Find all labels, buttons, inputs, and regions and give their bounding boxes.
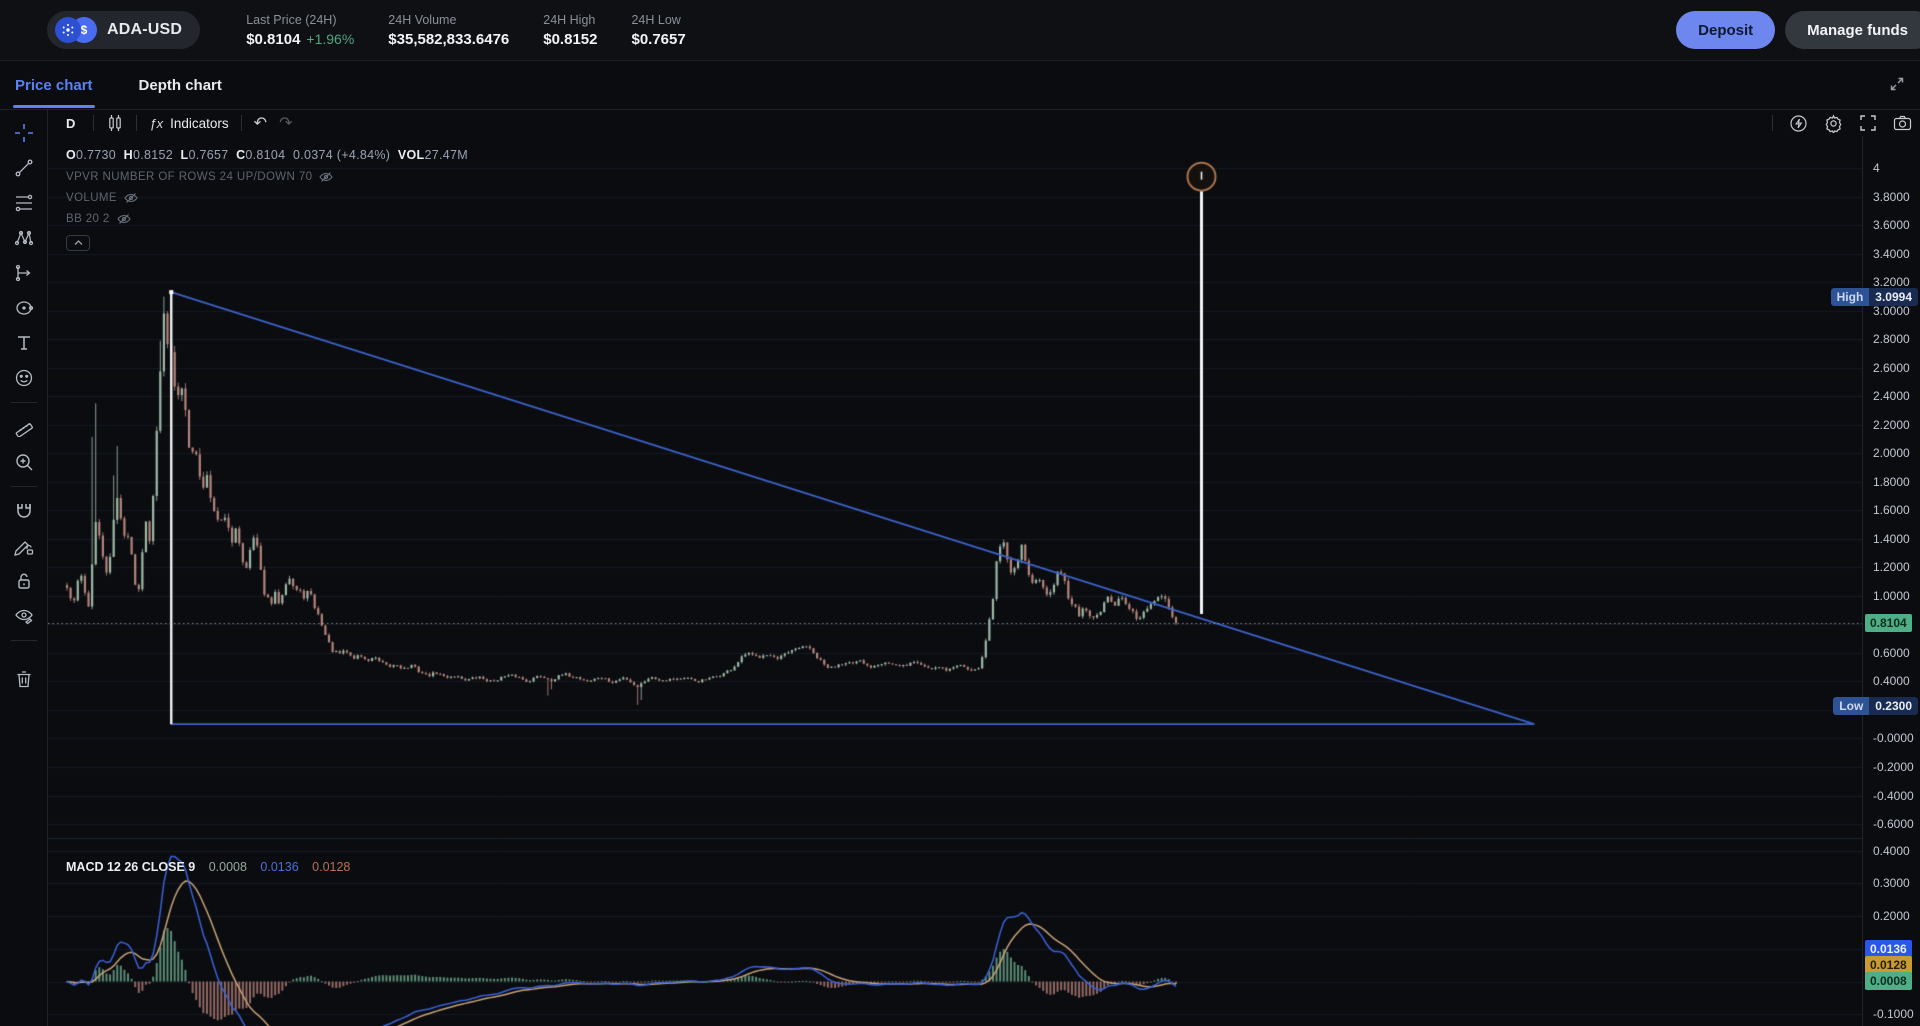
text-tool-icon[interactable] <box>9 330 39 356</box>
axis-tick-label: 1.2000 <box>1873 560 1910 575</box>
drawing-toolbar <box>0 110 48 1026</box>
snapshot-camera-icon[interactable] <box>1893 114 1912 133</box>
market-stats: Last Price (24H) $0.8104 +1.96% 24H Volum… <box>246 13 686 48</box>
toolbar-divider <box>10 640 37 641</box>
chart-shell: D ƒx Indicators ↶ ↷ <box>0 110 1920 1026</box>
app-header: $ ADA-USD Last Price (24H) $0.8104 +1.96%… <box>0 0 1920 61</box>
macd-signal-value: 0.0128 <box>312 860 351 874</box>
settings-gear-icon[interactable] <box>1824 113 1843 133</box>
stat-last-price: Last Price (24H) $0.8104 +1.96% <box>246 12 355 48</box>
high-badge: High 3.0994 <box>1830 287 1918 306</box>
axis-tick-label: 1.8000 <box>1873 474 1910 489</box>
axis-tick-label: 3.4000 <box>1873 246 1910 261</box>
chart-toolbar: D ƒx Indicators ↶ ↷ <box>48 110 1920 136</box>
axis-tick-label: 0.3000 <box>1873 876 1910 891</box>
axis-tick-label: -0.4000 <box>1873 788 1914 803</box>
timeframe-button[interactable]: D <box>66 115 76 131</box>
delete-drawings-icon[interactable] <box>9 666 39 692</box>
fullscreen-icon[interactable] <box>1859 114 1877 132</box>
price-axis[interactable]: High 3.0994 0.8104 Low 0.2300 0.0136 0.0… <box>1830 136 1920 1026</box>
plot-area: O0.7730 H0.8152 L0.7657 C0.8104 0.0374 (… <box>48 136 1920 1026</box>
vpvr-visibility-icon[interactable] <box>319 171 334 183</box>
expand-panel-icon[interactable] <box>1890 77 1904 91</box>
fib-retracement-tool-icon[interactable] <box>9 190 39 216</box>
axis-tick-label: 3.8000 <box>1873 189 1910 204</box>
macd-legend: MACD 12 26 CLOSE 9 0.0008 0.0136 0.0128 <box>66 860 351 874</box>
projection-tool-icon[interactable] <box>9 260 39 286</box>
crosshair-tool-icon[interactable] <box>9 120 39 146</box>
signal-value-badge: 0.0128 <box>1865 956 1912 975</box>
emoji-tool-icon[interactable] <box>9 365 39 391</box>
drawing-lock-tool-icon[interactable] <box>9 533 39 559</box>
vpvr-indicator-row: VPVR NUMBER OF ROWS 24 UP/DOWN 70 <box>66 171 468 183</box>
histogram-value-badge: 0.0008 <box>1865 972 1912 991</box>
indicators-button[interactable]: ƒx Indicators <box>149 115 229 131</box>
axis-tick-label: -0.6000 <box>1873 817 1914 832</box>
legend-collapse-button[interactable] <box>66 235 90 251</box>
unlock-tool-icon[interactable] <box>9 568 39 594</box>
low-badge: Low 0.2300 <box>1833 696 1918 715</box>
bb-visibility-icon[interactable] <box>117 213 131 225</box>
tab-depth-chart[interactable]: Depth chart <box>138 76 222 94</box>
last-price-badge: 0.8104 <box>1865 613 1912 632</box>
chart-style-icon[interactable] <box>106 114 124 132</box>
axis-tick-label: -0.1000 <box>1873 1007 1914 1022</box>
axis-tick-label: 2.6000 <box>1873 360 1910 375</box>
redo-button[interactable]: ↷ <box>279 115 293 132</box>
hide-drawings-tool-icon[interactable] <box>9 603 39 629</box>
axis-tick-label: 1.4000 <box>1873 531 1910 546</box>
chart-tabbar: Price chart Depth chart <box>0 61 1920 110</box>
xabcd-pattern-tool-icon[interactable] <box>9 225 39 251</box>
stat-low: 24H Low $0.7657 <box>631 12 686 48</box>
chart-main: D ƒx Indicators ↶ ↷ <box>48 110 1920 1026</box>
macd-hist-value: 0.0008 <box>208 860 247 874</box>
stat-volume: 24H Volume $35,582,833.6476 <box>388 12 510 48</box>
macd-value-badge: 0.0136 <box>1865 940 1912 959</box>
fx-icon: ƒx <box>149 115 164 131</box>
deposit-button[interactable]: Deposit <box>1676 11 1776 49</box>
pair-label: ADA-USD <box>107 21 183 38</box>
ohlc-legend: O0.7730 H0.8152 L0.7657 C0.8104 0.0374 (… <box>66 148 468 251</box>
axis-tick-label: 3.6000 <box>1873 218 1910 233</box>
axis-tick-label: 0.4000 <box>1873 674 1910 689</box>
tab-price-chart[interactable]: Price chart <box>13 63 95 108</box>
pair-selector[interactable]: $ ADA-USD <box>47 11 201 49</box>
toolbar-divider <box>10 402 37 403</box>
axis-tick-label: 1.0000 <box>1873 588 1910 603</box>
measure-tool-icon[interactable] <box>9 414 39 440</box>
axis-tick-label: 1.6000 <box>1873 503 1910 518</box>
price-change: +1.96% <box>306 30 355 47</box>
ohlc-row: O0.7730 H0.8152 L0.7657 C0.8104 0.0374 (… <box>66 148 468 162</box>
axis-tick-label: 2.8000 <box>1873 332 1910 347</box>
bb-indicator-row: BB 20 2 <box>66 213 468 225</box>
zoom-in-tool-icon[interactable] <box>9 449 39 475</box>
axis-tick-label: 0.6000 <box>1873 645 1910 660</box>
undo-button[interactable]: ↶ <box>253 115 268 132</box>
magnet-tool-icon[interactable] <box>9 498 39 524</box>
axis-tick-label: 2.0000 <box>1873 446 1910 461</box>
axis-tick-label: -0.2000 <box>1873 759 1914 774</box>
manage-funds-button[interactable]: Manage funds <box>1785 11 1920 49</box>
ellipse-tool-icon[interactable] <box>9 295 39 321</box>
macd-line-value: 0.0136 <box>260 860 299 874</box>
axis-tick-label: 3.2000 <box>1873 275 1910 290</box>
ada-coin-icon <box>55 17 81 43</box>
volume-visibility-icon[interactable] <box>124 192 138 204</box>
stat-high: 24H High $0.8152 <box>543 12 598 48</box>
change-value: 0.0374 (+4.84%) <box>293 148 391 162</box>
toolbar-divider <box>10 486 37 487</box>
volume-indicator-row: VOLUME <box>66 192 468 204</box>
price-macd-canvas[interactable] <box>48 136 1862 1026</box>
quick-trade-icon[interactable] <box>1789 114 1808 133</box>
axis-tick-label: 3.0000 <box>1873 303 1910 318</box>
axis-tick-label: -0.0000 <box>1873 731 1914 746</box>
axis-tick-label: 0.2000 <box>1873 909 1910 924</box>
axis-tick-label: 2.2000 <box>1873 417 1910 432</box>
axis-tick-label: 2.4000 <box>1873 389 1910 404</box>
axis-tick-label: 4 <box>1873 161 1880 176</box>
trend-line-tool-icon[interactable] <box>9 155 39 181</box>
axis-tick-label: 0.4000 <box>1873 843 1910 858</box>
